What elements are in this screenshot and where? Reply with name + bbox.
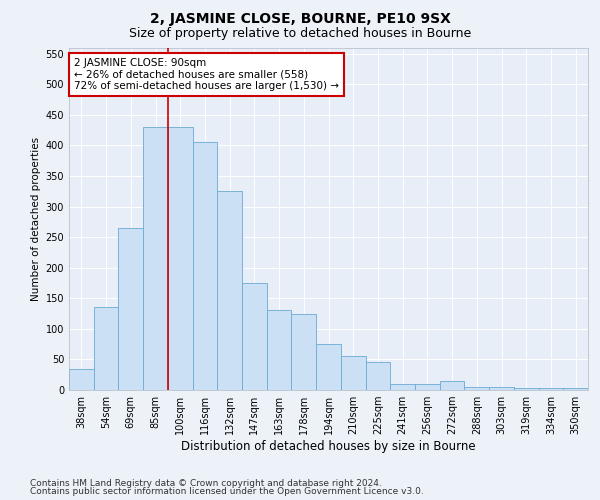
Bar (489, 387, 514, 390)
X-axis label: Distribution of detached houses by size in Bourne: Distribution of detached houses by size … (181, 440, 476, 453)
Bar (267, 310, 292, 390)
Bar (390, 384, 415, 390)
Text: 2, JASMINE CLOSE, BOURNE, PE10 9SX: 2, JASMINE CLOSE, BOURNE, PE10 9SX (149, 12, 451, 26)
Text: Size of property relative to detached houses in Bourne: Size of property relative to detached ho… (129, 28, 471, 40)
Bar (217, 191, 242, 390)
Bar (168, 127, 193, 390)
Bar (464, 387, 489, 390)
Bar (69, 368, 94, 390)
Bar (514, 388, 539, 390)
Y-axis label: Number of detached properties: Number of detached properties (31, 136, 41, 301)
Bar (563, 388, 588, 390)
Bar (193, 142, 217, 390)
Bar (143, 127, 168, 390)
Text: 2 JASMINE CLOSE: 90sqm
← 26% of detached houses are smaller (558)
72% of semi-de: 2 JASMINE CLOSE: 90sqm ← 26% of detached… (74, 58, 339, 91)
Bar (292, 314, 316, 390)
Bar (415, 384, 440, 390)
Bar (539, 388, 563, 390)
Bar (341, 356, 365, 390)
Bar (242, 283, 267, 390)
Bar (118, 228, 143, 390)
Bar (365, 362, 390, 390)
Bar (94, 308, 118, 390)
Bar (440, 381, 464, 390)
Text: Contains HM Land Registry data © Crown copyright and database right 2024.: Contains HM Land Registry data © Crown c… (30, 478, 382, 488)
Bar (316, 344, 341, 390)
Text: Contains public sector information licensed under the Open Government Licence v3: Contains public sector information licen… (30, 487, 424, 496)
